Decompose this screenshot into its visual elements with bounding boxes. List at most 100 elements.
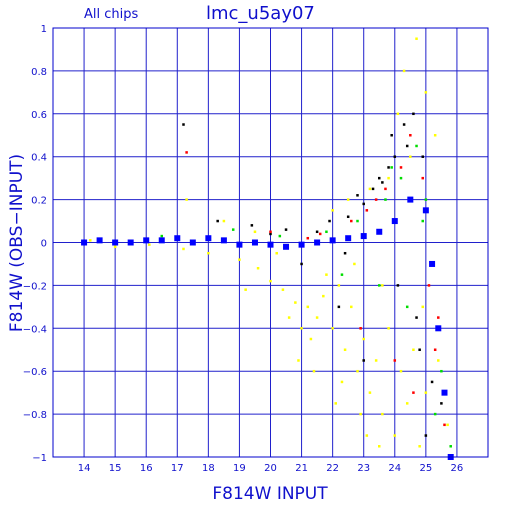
scatter-point (430, 380, 434, 384)
scatter-point (269, 230, 272, 234)
scatter-point (433, 348, 437, 351)
scatter-point (331, 327, 334, 330)
scatter-point (182, 247, 185, 251)
plot-frame (52, 27, 489, 458)
scatter-point (309, 337, 313, 341)
scatter-point (306, 236, 310, 240)
scatter-point (331, 209, 334, 212)
scatter-point (275, 251, 278, 255)
scatter-point (412, 391, 415, 394)
x-tick-label: 24 (388, 463, 401, 474)
scatter-point (433, 134, 437, 137)
x-tick-label: 19 (233, 463, 246, 474)
scatter-point (356, 369, 359, 373)
scatter-point (381, 284, 384, 287)
scatter-point (253, 230, 257, 234)
scatter-point (374, 198, 378, 201)
y-tick-label: 0.6 (31, 110, 47, 121)
scatter-point (174, 235, 181, 242)
scatter-point (421, 219, 424, 223)
scatter-point (81, 239, 88, 246)
scatter-point (96, 237, 103, 244)
scatter-point (343, 251, 347, 255)
y-tick-label: 0.8 (31, 67, 47, 78)
chart-title: lmc_u5ay07 (206, 3, 315, 24)
scatter-point (143, 237, 150, 244)
scatter-series (185, 134, 446, 427)
scatter-point (89, 239, 92, 242)
scatter-point (440, 369, 443, 373)
scatter-point (421, 305, 424, 309)
scatter-point (287, 316, 291, 319)
scatter-point (407, 196, 414, 203)
scatter-point (365, 209, 369, 212)
scatter-point (160, 234, 163, 238)
scatter-point (381, 181, 384, 184)
x-tick-label: 21 (295, 463, 308, 474)
scatter-point (418, 348, 421, 351)
scatter-point (449, 445, 452, 448)
y-tick-label: −0.6 (23, 367, 47, 378)
scatter-point (256, 266, 260, 270)
scatter-point (158, 237, 165, 244)
scatter-point (350, 305, 353, 309)
scatter-point (362, 359, 365, 362)
y-tick-label: 0.2 (31, 196, 47, 207)
scatter-point (368, 187, 372, 191)
x-tick-label: 23 (357, 463, 370, 474)
scatter-point (312, 369, 316, 373)
scatter-point (222, 219, 226, 223)
scatter-point (384, 187, 387, 191)
scatter-point (378, 176, 381, 180)
scatter-point (409, 134, 412, 137)
scatter-point (283, 243, 290, 250)
scatter-point (446, 423, 449, 427)
scatter-point (298, 241, 305, 248)
scatter-point (356, 194, 359, 197)
scatter-point (251, 239, 258, 246)
x-tick-label: 20 (264, 463, 277, 474)
scatter-point (409, 155, 412, 158)
x-tick-labels: 14 15 16 17 18 19 20 21 22 23 24 25 26 (78, 463, 464, 474)
x-tick-label: 25 (419, 463, 432, 474)
scatter-point (337, 305, 341, 309)
scatter-point (359, 412, 362, 416)
scatter-point (127, 239, 134, 246)
scatter-point (238, 258, 241, 261)
scatter-point (278, 234, 282, 238)
scatter-point (281, 288, 285, 291)
scatter-point (250, 224, 254, 227)
scatter-point (437, 316, 440, 319)
scatter-point (405, 305, 409, 309)
scatter-point (435, 325, 442, 332)
scatter-point (433, 412, 437, 416)
y-axis-label: F814W (OBS−INPUT) (7, 154, 27, 332)
scatter-point (300, 262, 303, 266)
scatter-point (421, 176, 424, 180)
y-tick-label: 0.4 (31, 153, 47, 164)
y-tick-label: −1 (32, 453, 47, 464)
scatter-point (368, 391, 372, 394)
scatter-point (441, 389, 448, 396)
scatter-point (346, 198, 350, 201)
scatter-point (399, 176, 403, 180)
scatter-point (440, 402, 443, 405)
scatter-point (306, 305, 310, 309)
scatter-series (182, 112, 443, 437)
scatter-point (424, 91, 428, 94)
scatter-point (402, 69, 406, 73)
scatter-point (424, 434, 428, 437)
scatter-point (422, 207, 429, 214)
scatter-point (340, 380, 344, 384)
y-tick-label: 0 (41, 239, 47, 250)
scatter-point (405, 402, 409, 405)
scatter-point (359, 327, 362, 330)
scatter-point (412, 112, 415, 116)
scatter-point (148, 243, 151, 246)
x-tick-label: 14 (78, 463, 91, 474)
scatter-point (396, 284, 400, 287)
scatter-point (415, 144, 418, 148)
scatter-point (231, 228, 235, 231)
scatter-point (387, 327, 390, 330)
